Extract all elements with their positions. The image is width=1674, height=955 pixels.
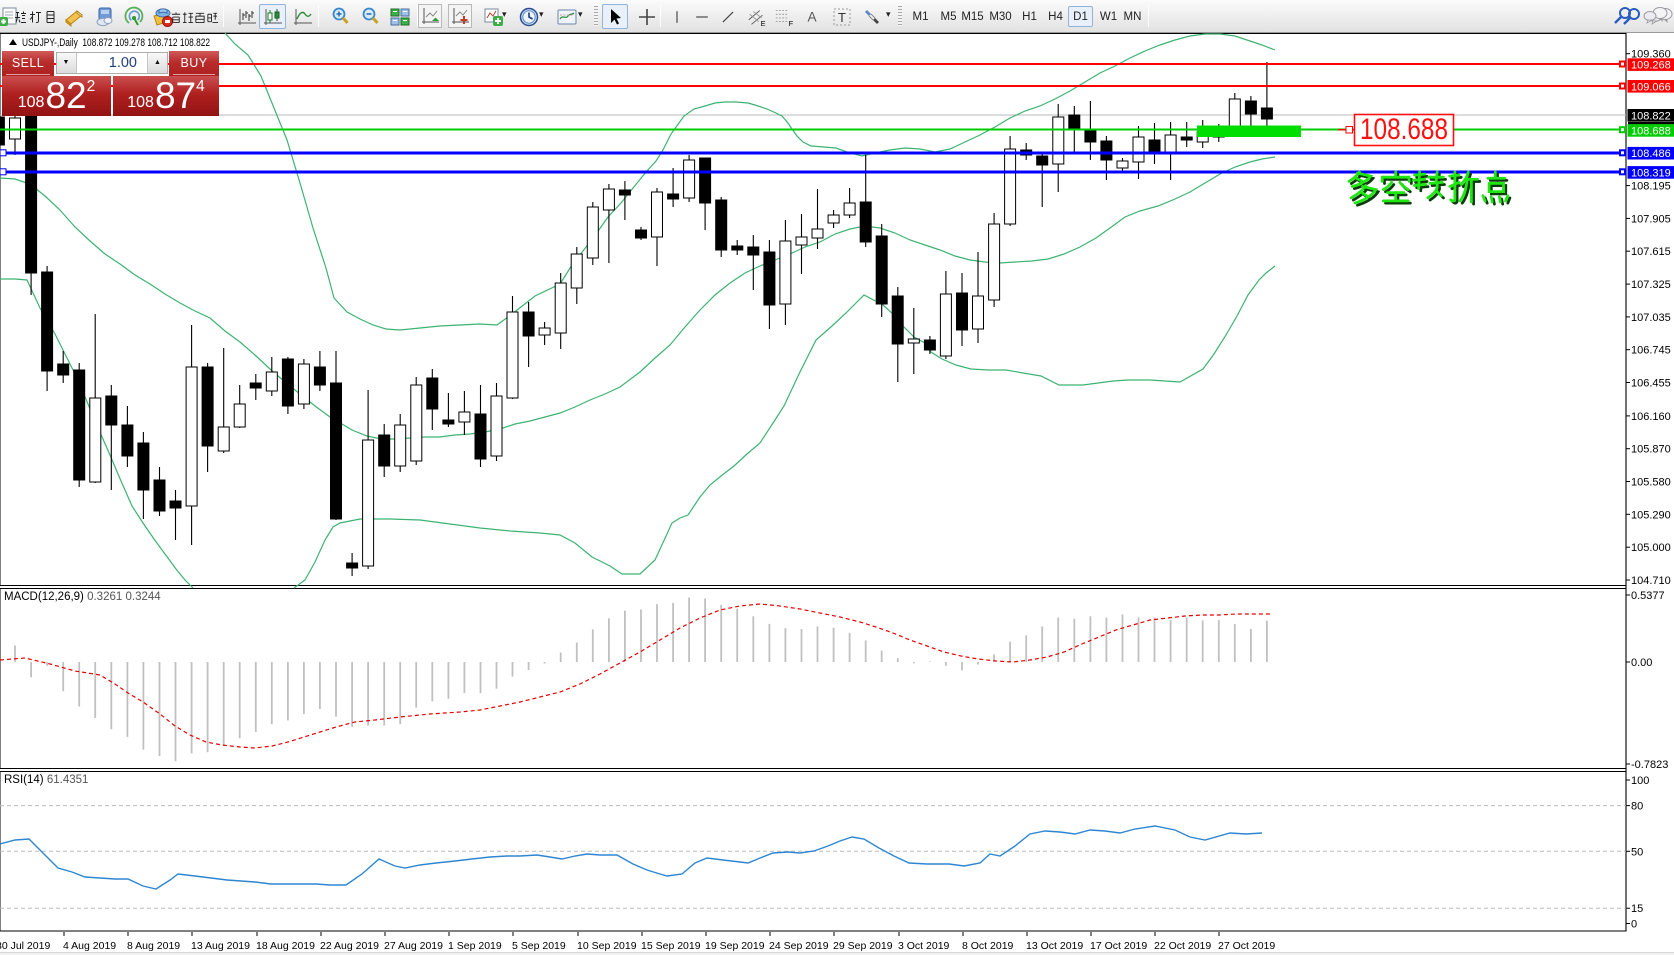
svg-text:108.486: 108.486 (1631, 148, 1671, 160)
svg-text:109.066: 109.066 (1631, 81, 1671, 93)
svg-text:22 Oct 2019: 22 Oct 2019 (1154, 940, 1211, 952)
svg-text:108.688: 108.688 (1360, 113, 1448, 146)
svg-text:109.360: 109.360 (1631, 49, 1671, 61)
svg-text:0.5377: 0.5377 (1631, 590, 1665, 602)
svg-text:13 Aug 2019: 13 Aug 2019 (191, 940, 250, 952)
svg-text:108.319: 108.319 (1631, 167, 1671, 179)
svg-text:107.615: 107.615 (1631, 246, 1671, 258)
svg-text:30 Jul 2019: 30 Jul 2019 (0, 940, 50, 952)
svg-text:18 Aug 2019: 18 Aug 2019 (256, 940, 315, 952)
svg-text:19 Sep 2019: 19 Sep 2019 (705, 940, 765, 952)
svg-text:105.000: 105.000 (1631, 542, 1671, 554)
svg-text:107.325: 107.325 (1631, 279, 1671, 291)
svg-text:105.290: 105.290 (1631, 509, 1671, 521)
svg-text:22 Aug 2019: 22 Aug 2019 (320, 940, 379, 952)
svg-text:108.822: 108.822 (1631, 110, 1671, 122)
svg-text:29 Sep 2019: 29 Sep 2019 (833, 940, 893, 952)
svg-text:105.580: 105.580 (1631, 477, 1671, 489)
svg-text:10 Sep 2019: 10 Sep 2019 (577, 940, 637, 952)
svg-text:100: 100 (1631, 775, 1649, 787)
svg-text:-0.7823: -0.7823 (1631, 759, 1668, 771)
svg-text:107.905: 107.905 (1631, 213, 1671, 225)
svg-text:A: A (808, 10, 818, 25)
svg-text:5 Sep 2019: 5 Sep 2019 (512, 940, 566, 952)
svg-text:15 Sep 2019: 15 Sep 2019 (641, 940, 701, 952)
svg-text:27 Oct 2019: 27 Oct 2019 (1218, 940, 1275, 952)
svg-text:27 Aug 2019: 27 Aug 2019 (384, 940, 443, 952)
svg-text:3 Oct 2019: 3 Oct 2019 (898, 940, 950, 952)
svg-text:17 Oct 2019: 17 Oct 2019 (1090, 940, 1147, 952)
svg-text:50: 50 (1631, 846, 1643, 858)
svg-text:106.455: 106.455 (1631, 378, 1671, 390)
svg-text:8 Aug 2019: 8 Aug 2019 (127, 940, 180, 952)
svg-text:0.00: 0.00 (1631, 657, 1652, 669)
svg-text:F: F (789, 19, 794, 28)
svg-text:E: E (761, 19, 766, 28)
svg-text:MACD(12,26,9) 0.3261 0.3244: MACD(12,26,9) 0.3261 0.3244 (4, 591, 161, 603)
svg-text:80: 80 (1631, 801, 1643, 813)
svg-text:106.160: 106.160 (1631, 411, 1671, 423)
svg-text:4 Aug 2019: 4 Aug 2019 (63, 940, 116, 952)
svg-text:108.195: 108.195 (1631, 181, 1671, 193)
svg-text:109.268: 109.268 (1631, 60, 1671, 72)
svg-text:8 Oct 2019: 8 Oct 2019 (962, 940, 1014, 952)
svg-text:0: 0 (1631, 919, 1637, 931)
svg-text:107.035: 107.035 (1631, 312, 1671, 324)
svg-text:15: 15 (1631, 903, 1643, 915)
svg-text:106.745: 106.745 (1631, 345, 1671, 357)
svg-text:T: T (838, 10, 846, 25)
svg-text:RSI(14) 61.4351: RSI(14) 61.4351 (4, 774, 88, 786)
svg-text:104.710: 104.710 (1631, 575, 1671, 587)
svg-text:24 Sep 2019: 24 Sep 2019 (769, 940, 829, 952)
svg-text:13 Oct 2019: 13 Oct 2019 (1026, 940, 1083, 952)
svg-text:108.688: 108.688 (1631, 125, 1671, 137)
svg-text:1 Sep 2019: 1 Sep 2019 (448, 940, 502, 952)
svg-text:USDJPY-,Daily 108.872 109.278: USDJPY-,Daily 108.872 109.278 108.712 10… (22, 37, 210, 49)
svg-text:105.870: 105.870 (1631, 444, 1671, 456)
